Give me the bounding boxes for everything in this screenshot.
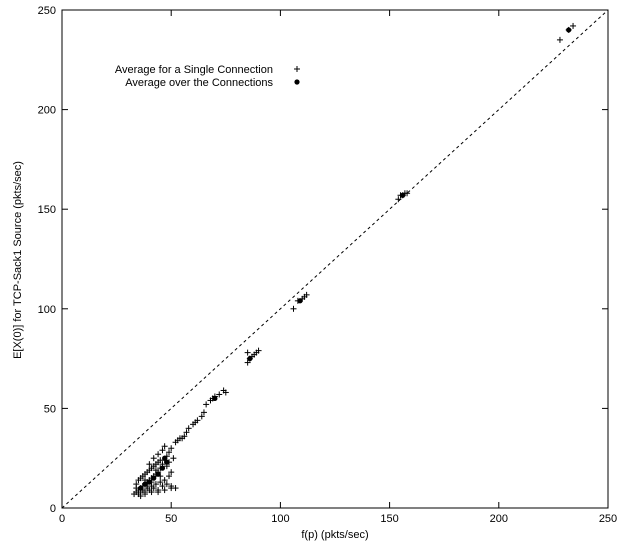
data-point-single-connection [570, 22, 577, 29]
data-point-single-connection [152, 467, 159, 474]
data-point-average [142, 481, 148, 487]
x-tick-label: 100 [271, 513, 289, 525]
data-point-single-connection [303, 291, 310, 298]
data-point-average [400, 192, 406, 198]
y-tick-label: 200 [38, 105, 56, 117]
data-point-single-connection [157, 457, 164, 464]
y-tick-label: 150 [38, 204, 56, 216]
data-point-single-connection [166, 449, 173, 456]
data-point-average [297, 298, 303, 304]
legend-plus-icon [294, 66, 300, 72]
legend: Average for a Single Connection Average … [115, 64, 300, 89]
data-point-average [162, 455, 168, 461]
data-point-single-connection [155, 489, 162, 496]
y-tick-label: 250 [38, 5, 56, 17]
data-point-single-connection [244, 349, 251, 356]
data-point-single-connection [159, 483, 166, 490]
legend-marker-plus [294, 66, 300, 72]
data-point-average [159, 465, 166, 471]
data-point-single-connection [198, 413, 205, 420]
x-axis-label: f(p) (pkts/sec) [301, 529, 368, 541]
data-point-single-connection [168, 483, 175, 490]
data-point-single-connection [163, 481, 170, 488]
data-point-single-connection [181, 433, 188, 440]
y-tick-label: 50 [44, 403, 56, 415]
legend-label-single: Average for a Single Connection [115, 64, 273, 76]
data-points [131, 22, 577, 500]
data-point-single-connection [150, 485, 157, 492]
data-point-single-connection [172, 485, 179, 492]
data-point-single-connection [556, 36, 563, 43]
data-point-single-connection [152, 481, 159, 488]
data-point-single-connection [185, 425, 192, 432]
x-tick-label: 150 [380, 513, 398, 525]
data-point-single-connection [155, 451, 162, 458]
y-axis-label: E[X(0)] for TCP-Sack1 Source (pkts/sec) [12, 161, 24, 359]
x-tick-label: 50 [165, 513, 177, 525]
data-point-single-connection [170, 455, 177, 462]
legend-dot-icon [294, 79, 300, 85]
data-point-average [212, 395, 218, 402]
data-point-average [138, 485, 144, 491]
x-tick-label: 200 [490, 513, 508, 525]
data-point-single-connection [141, 491, 148, 498]
data-point-single-connection [203, 401, 210, 408]
y-tick-label: 100 [38, 304, 56, 316]
legend-label-average: Average over the Connections [125, 77, 273, 89]
data-point-single-connection [168, 469, 175, 476]
data-point-single-connection [146, 461, 153, 468]
data-point-single-connection [255, 347, 262, 354]
data-point-average [155, 471, 161, 477]
data-point-single-connection [166, 473, 173, 480]
data-point-single-connection [200, 409, 207, 416]
data-point-single-connection [168, 445, 175, 452]
data-point-average [566, 27, 572, 33]
data-point-average [151, 475, 157, 481]
x-tick-label: 0 [59, 513, 65, 525]
data-point-single-connection [161, 487, 168, 494]
x-tick-label: 250 [599, 513, 617, 525]
data-point-single-connection [244, 359, 251, 366]
data-point-single-connection [148, 489, 155, 496]
data-point-single-connection [159, 447, 166, 454]
data-point-single-connection [157, 479, 164, 486]
data-point-single-connection [395, 196, 402, 203]
data-point-single-connection [137, 493, 144, 500]
plot-frame [61, 9, 609, 509]
data-point-average [146, 479, 152, 485]
data-point-single-connection [150, 455, 157, 462]
data-point-single-connection [194, 417, 201, 424]
data-point-average [164, 459, 170, 465]
data-point-single-connection [161, 443, 168, 450]
legend-marker-dot [294, 79, 300, 85]
axes: 0 50 100 150 200 250 0 50 100 150 200 250 [38, 5, 618, 525]
data-point-single-connection [183, 429, 190, 436]
data-point-single-connection [216, 391, 223, 398]
data-point-single-connection [290, 305, 297, 312]
data-point-single-connection [161, 477, 168, 484]
data-point-single-connection [404, 190, 411, 197]
data-point-average [247, 356, 253, 362]
y-tick-label: 0 [50, 503, 56, 515]
data-point-single-connection [222, 389, 229, 396]
